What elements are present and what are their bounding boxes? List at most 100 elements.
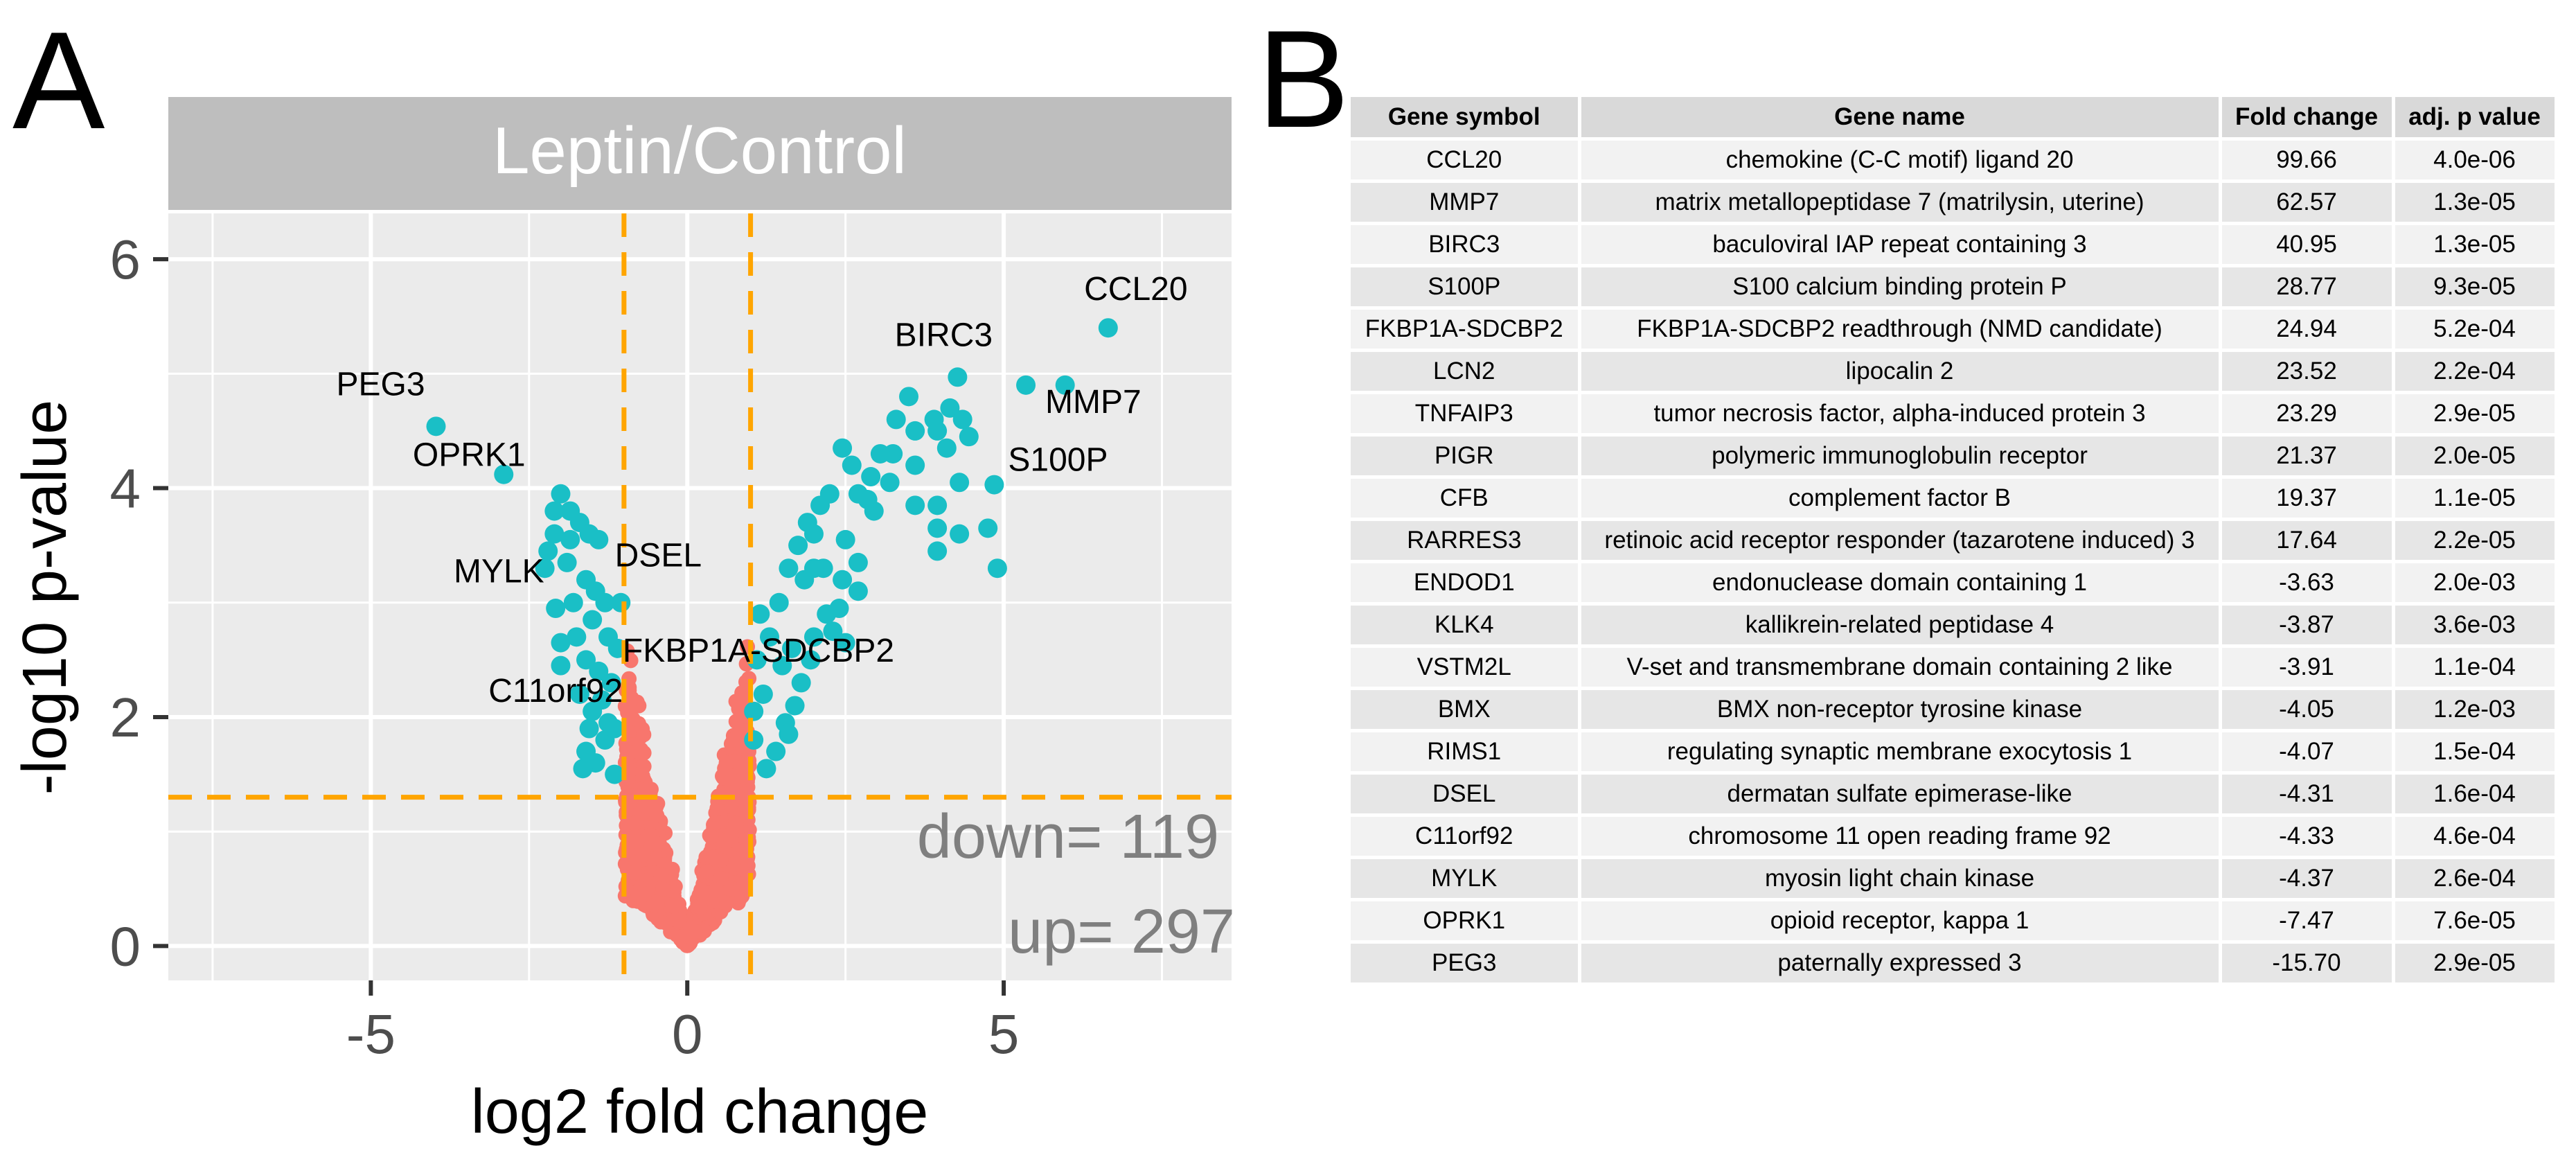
- point-not-significant: [693, 899, 709, 915]
- x-tick-label: 5: [988, 1003, 1020, 1065]
- point-significant: [569, 684, 589, 704]
- point-significant: [779, 558, 799, 579]
- cell-adj-p-value: 2.0e-03: [2393, 561, 2558, 606]
- cell-adj-p-value: 2.9e-05: [2393, 392, 2558, 436]
- cell-adj-p-value: 2.2e-05: [2393, 519, 2558, 563]
- cell-gene-name: chemokine (C-C motif) ligand 20: [1579, 139, 2222, 183]
- cell-gene-symbol: CCL20: [1351, 139, 1581, 183]
- point-not-significant: [728, 815, 744, 831]
- point-significant: [905, 421, 925, 441]
- point-significant: [567, 627, 587, 647]
- point-labeled: [544, 501, 565, 521]
- point-not-significant: [687, 924, 703, 940]
- point-significant: [817, 604, 837, 624]
- point-significant: [744, 701, 764, 721]
- cell-gene-name: kallikrein-related peptidase 4: [1579, 603, 2222, 648]
- table-header-row: Gene symbol Gene name Fold change adj. p…: [1351, 97, 2558, 141]
- point-significant: [905, 455, 925, 475]
- table-row: KLK4 kallikrein-related peptidase 4 -3.87 3…: [1351, 603, 2558, 648]
- cell-gene-symbol: PEG3: [1351, 942, 1581, 986]
- point-not-significant: [649, 807, 665, 823]
- cell-fold-change: -3.87: [2220, 603, 2395, 648]
- point-labeled: [984, 475, 1004, 495]
- cell-fold-change: -3.63: [2220, 561, 2395, 606]
- point-significant: [870, 443, 890, 464]
- cell-gene-name: baculoviral IAP repeat containing 3: [1579, 223, 2222, 267]
- cell-gene-name: BMX non-receptor tyrosine kinase: [1579, 688, 2222, 732]
- gene-label: PEG3: [336, 366, 425, 403]
- point-significant: [551, 484, 571, 504]
- point-not-significant: [637, 792, 652, 808]
- point-not-significant: [675, 929, 691, 945]
- header-fold-change: Fold change: [2220, 97, 2395, 141]
- cell-gene-symbol: FKBP1A-SDCBP2: [1351, 308, 1581, 352]
- cell-fold-change: -4.37: [2220, 857, 2395, 901]
- cell-gene-name: myosin light chain kinase: [1579, 857, 2222, 901]
- threshold-lines: [168, 213, 1232, 980]
- table-row: BMX BMX non-receptor tyrosine kinase -4.05…: [1351, 688, 2558, 732]
- point-significant: [605, 764, 625, 784]
- axes: -5 0 5 0 2 4 6: [110, 229, 1020, 1065]
- cell-gene-symbol: VSTM2L: [1351, 646, 1581, 690]
- cell-adj-p-value: 2.2e-04: [2393, 350, 2558, 394]
- point-labeled: [494, 464, 514, 484]
- x-axis-label: log2 fold change: [471, 1077, 929, 1147]
- grid: [168, 213, 1232, 980]
- point-labeled: [544, 524, 565, 544]
- point-not-significant: [621, 700, 637, 716]
- cell-fold-change: 40.95: [2220, 223, 2395, 267]
- table-row: ENDOD1 endonuclease domain containing 1 -3…: [1351, 561, 2558, 606]
- table-row: S100P S100 calcium binding protein P 28.77…: [1351, 265, 2558, 310]
- cell-adj-p-value: 2.6e-04: [2393, 857, 2558, 901]
- cell-gene-symbol: TNFAIP3: [1351, 392, 1581, 436]
- point-not-significant: [736, 843, 752, 859]
- point-significant: [801, 650, 821, 670]
- point-not-significant: [709, 800, 725, 816]
- cell-fold-change: 21.37: [2220, 434, 2395, 479]
- table-row: CCL20 chemokine (C-C motif) ligand 20 99.6…: [1351, 139, 2558, 183]
- point-significant: [835, 529, 855, 549]
- cell-gene-name: endonuclease domain containing 1: [1579, 561, 2222, 606]
- point-not-significant: [703, 829, 719, 845]
- point-significant: [766, 741, 786, 761]
- cell-fold-change: -4.33: [2220, 815, 2395, 859]
- point-significant: [848, 552, 868, 572]
- point-labeled: [426, 416, 446, 436]
- point-not-significant: [723, 832, 739, 848]
- gene-label: OPRK1: [413, 437, 526, 474]
- point-significant: [589, 661, 609, 681]
- point-significant: [819, 484, 840, 504]
- down-count: down= 119: [917, 802, 1219, 872]
- point-not-significant: [733, 791, 749, 806]
- header-adj-p-value: adj. p value: [2393, 97, 2558, 141]
- point-not-significant: [648, 836, 664, 852]
- gene-table: Gene symbol Gene name Fold change adj. p…: [1351, 97, 2558, 986]
- point-not-significant: [635, 846, 651, 862]
- point-significant: [753, 684, 773, 704]
- point-significant: [601, 673, 621, 693]
- point-significant: [987, 558, 1007, 579]
- cell-fold-change: -3.91: [2220, 646, 2395, 690]
- table-row: RARRES3 retinoic acid receptor responder …: [1351, 519, 2558, 563]
- gene-label: CCL20: [1084, 271, 1187, 308]
- point-significant: [785, 696, 805, 716]
- point-not-significant: [648, 894, 664, 910]
- point-significant: [823, 621, 843, 642]
- cell-gene-name: lipocalin 2: [1579, 350, 2222, 394]
- point-not-significant: [666, 898, 682, 914]
- point-significant: [950, 524, 970, 544]
- cell-gene-symbol: ENDOD1: [1351, 561, 1581, 606]
- point-significant: [605, 718, 625, 739]
- point-significant: [835, 633, 855, 653]
- point-significant: [538, 541, 558, 561]
- point-significant: [899, 387, 919, 407]
- cell-adj-p-value: 2.0e-05: [2393, 434, 2558, 479]
- cell-gene-symbol: OPRK1: [1351, 899, 1581, 944]
- point-significant: [927, 421, 948, 441]
- point-significant: [864, 501, 884, 521]
- x-tick-label: 0: [672, 1003, 703, 1065]
- cell-adj-p-value: 1.6e-04: [2393, 773, 2558, 817]
- cell-adj-p-value: 5.2e-04: [2393, 308, 2558, 352]
- cell-gene-symbol: LCN2: [1351, 350, 1581, 394]
- point-significant: [589, 529, 609, 549]
